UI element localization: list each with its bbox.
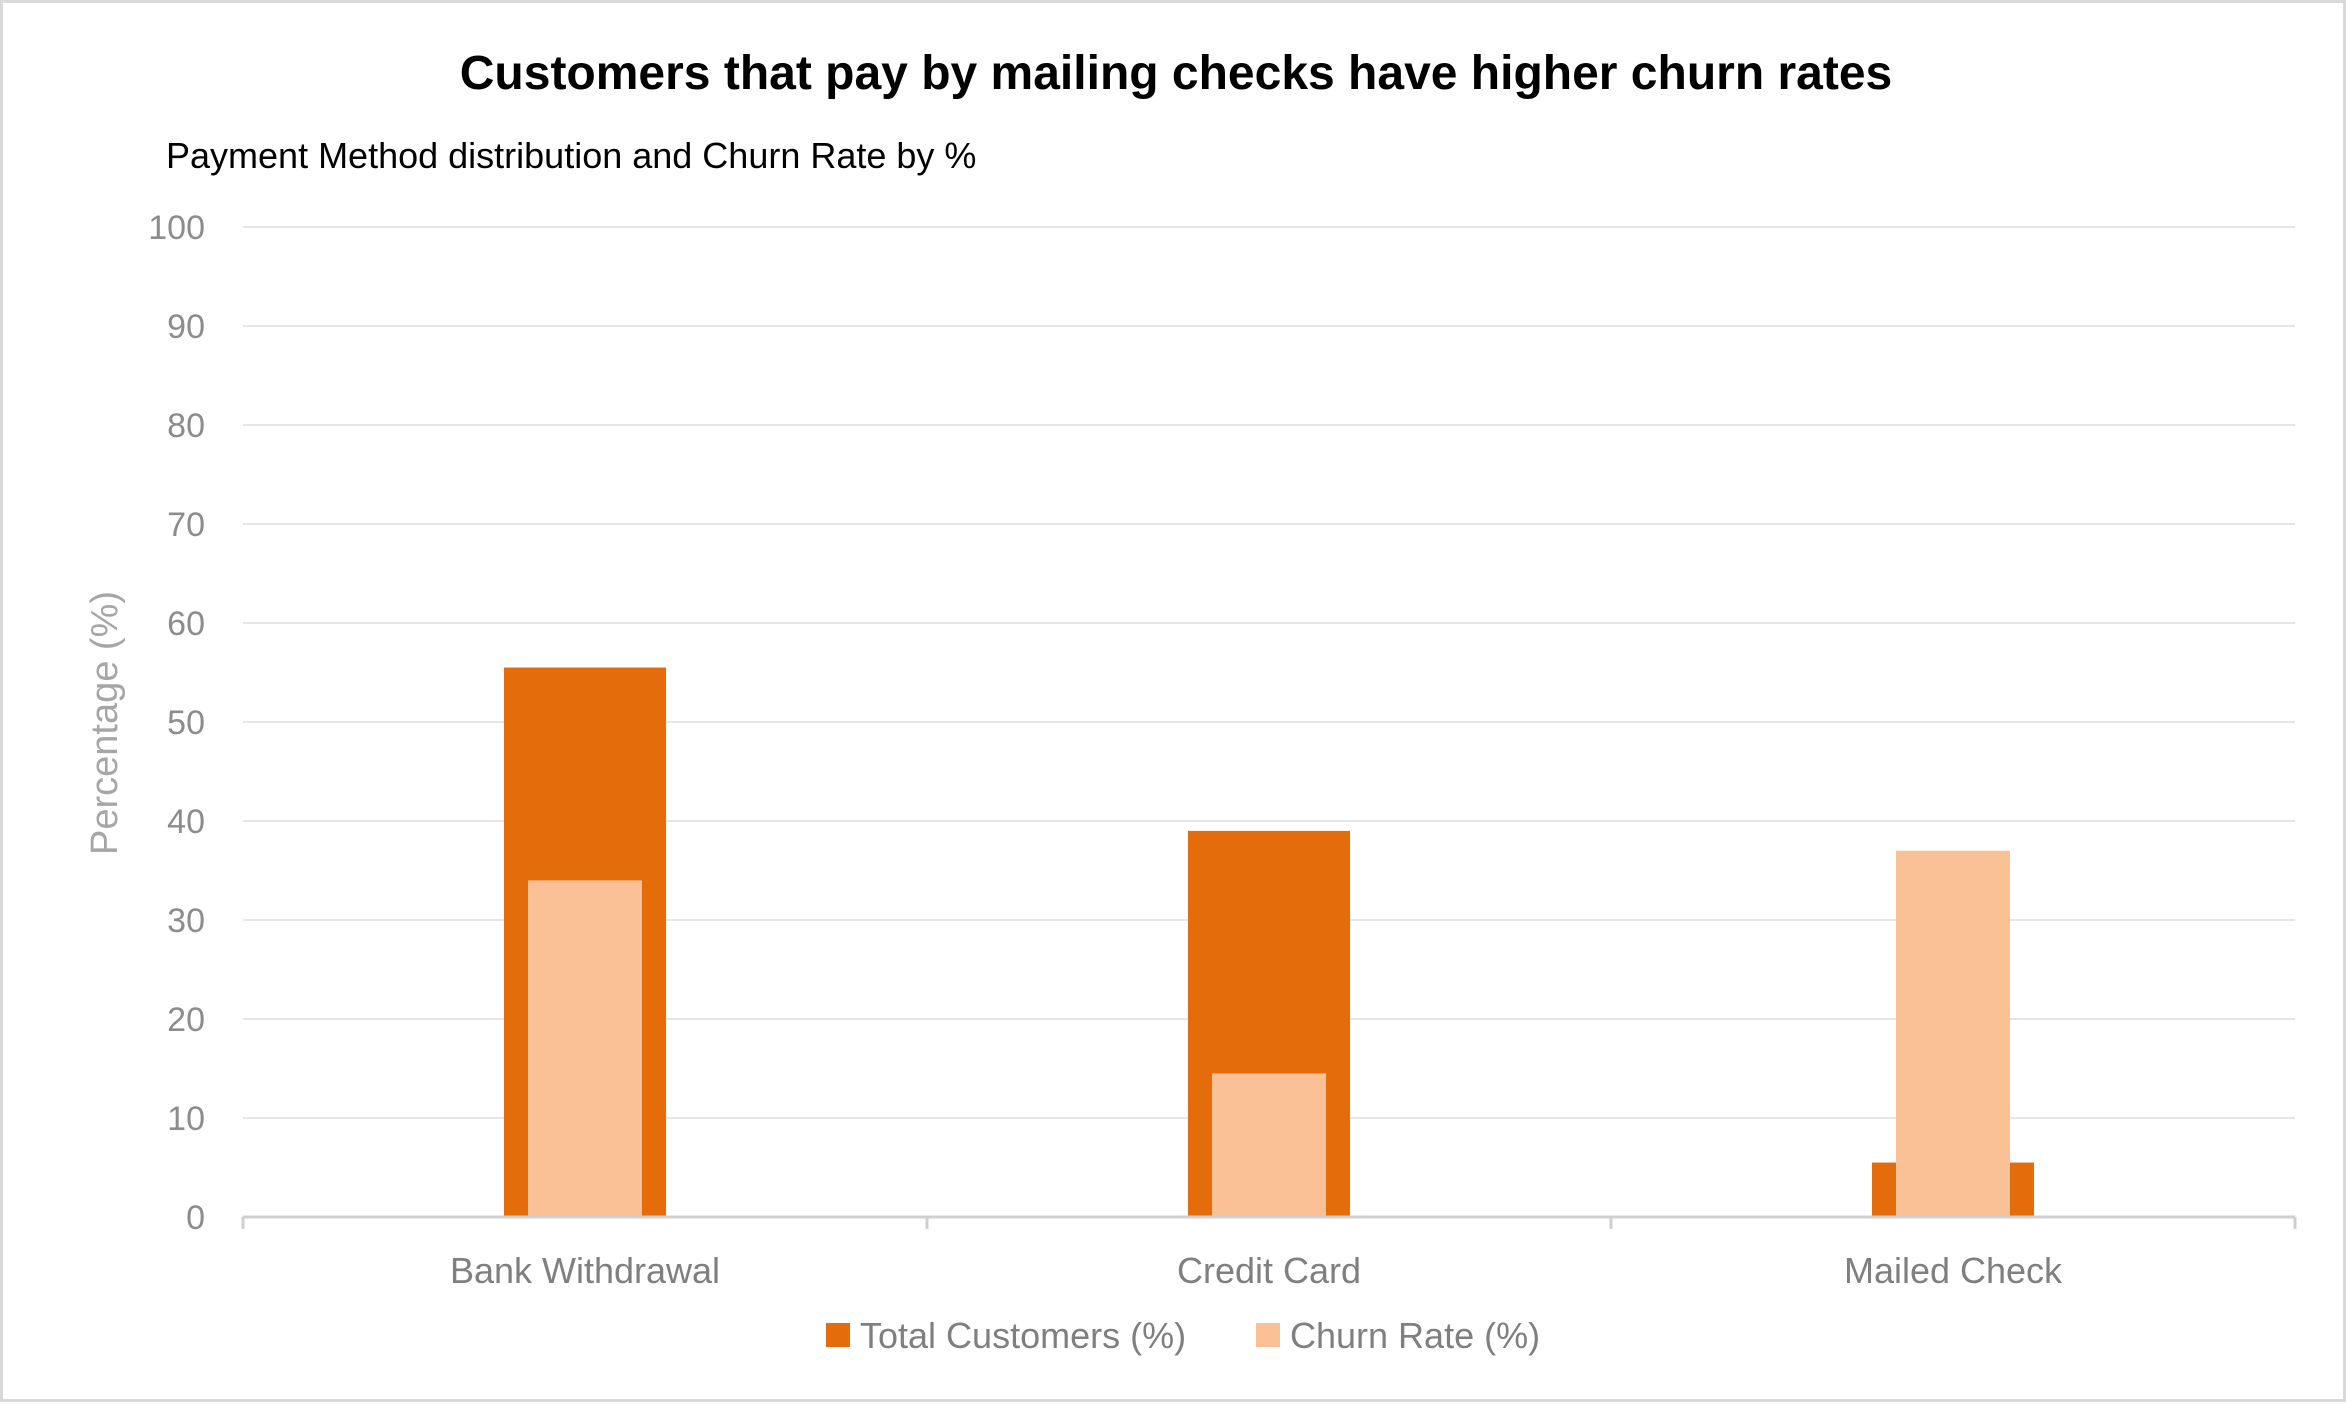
- bars: [504, 667, 2034, 1217]
- y-tick-label: 100: [148, 209, 205, 247]
- y-axis-ticks: 0 10 20 30 40 50 60 70 80 90 100: [148, 209, 205, 1237]
- legend-label: Total Customers (%): [860, 1315, 1186, 1356]
- y-tick-label: 80: [167, 407, 205, 445]
- bar-churn-rate: [528, 880, 642, 1217]
- y-tick-label: 40: [167, 803, 205, 841]
- legend-swatch: [1256, 1323, 1280, 1347]
- x-axis-labels: Bank Withdrawal Credit Card Mailed Check: [450, 1250, 2063, 1291]
- y-tick-label: 0: [186, 1199, 205, 1237]
- x-axis-tick-marks: [241, 1217, 2297, 1229]
- y-tick-label: 60: [167, 605, 205, 643]
- x-category-label: Bank Withdrawal: [450, 1250, 720, 1291]
- chart-title: Customers that pay by mailing checks hav…: [460, 47, 1892, 100]
- y-axis-title: Percentage (%): [84, 591, 126, 855]
- legend: Total Customers (%) Churn Rate (%): [826, 1315, 1540, 1356]
- y-tick-label: 70: [167, 506, 205, 544]
- chart-canvas: Customers that pay by mailing checks hav…: [84, 47, 2297, 1356]
- x-category-label: Credit Card: [1177, 1250, 1361, 1291]
- bar-churn-rate: [1896, 850, 2010, 1217]
- y-tick-label: 90: [167, 308, 205, 346]
- legend-swatch: [826, 1323, 850, 1347]
- bar-churn-rate: [1212, 1073, 1326, 1217]
- y-tick-label: 50: [167, 704, 205, 742]
- x-category-label: Mailed Check: [1844, 1250, 2063, 1291]
- chart-subtitle: Payment Method distribution and Churn Ra…: [166, 135, 976, 176]
- y-tick-label: 30: [167, 902, 205, 940]
- y-tick-label: 10: [167, 1100, 205, 1138]
- legend-label: Churn Rate (%): [1290, 1315, 1540, 1356]
- y-tick-label: 20: [167, 1001, 205, 1039]
